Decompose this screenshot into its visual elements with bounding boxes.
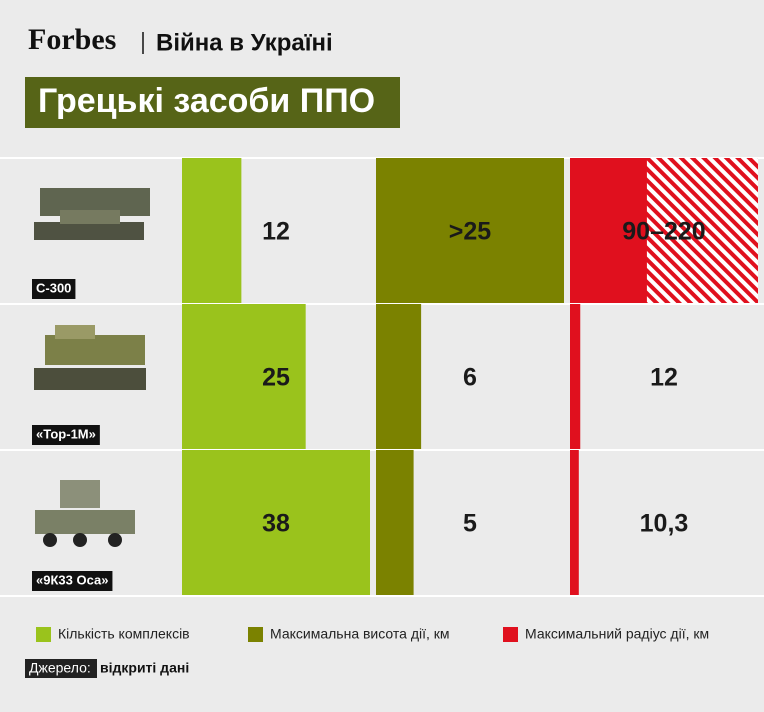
category-label-box [32, 279, 76, 299]
category-label: «9К33 Оса» [36, 572, 108, 587]
legend-label: Максимальна висота дії, км [270, 626, 450, 642]
bar [182, 450, 370, 596]
bar [376, 304, 422, 450]
brand: Forbes [28, 23, 116, 56]
category-label: «Тор-1М» [36, 426, 96, 441]
value-label: 12 [262, 218, 290, 246]
category-label-box [32, 571, 113, 591]
vehicle-image [34, 325, 146, 390]
value-label: >25 [449, 218, 492, 246]
bar [376, 450, 414, 596]
category-label: С-300 [36, 280, 71, 295]
bar [182, 158, 242, 304]
title-box [25, 77, 400, 128]
source-text: відкриті дані [100, 660, 189, 676]
legend-swatch [503, 627, 518, 642]
vehicle-image [35, 480, 135, 547]
category-label-box [32, 425, 100, 445]
section: Війна в Україні [156, 29, 333, 56]
value-label: 6 [463, 364, 477, 392]
value-label: 5 [463, 510, 477, 538]
value-label: 90–220 [622, 218, 705, 246]
bar [570, 158, 647, 304]
legend-label: Кількість комплексів [58, 626, 190, 642]
bar [570, 450, 579, 596]
chart-title: Грецькі засоби ППО [38, 82, 375, 120]
bar [570, 304, 581, 450]
bar [376, 158, 564, 304]
legend-swatch [36, 627, 51, 642]
legend-swatch [248, 627, 263, 642]
value-label: 12 [650, 364, 678, 392]
source-label: Джерело: [29, 660, 91, 676]
bar [182, 304, 306, 450]
value-label: 10,3 [640, 510, 689, 538]
value-label: 38 [262, 510, 290, 538]
legend-label: Максимальний радіус дії, км [525, 626, 709, 642]
vehicle-image [34, 188, 150, 240]
source-label-box [25, 659, 97, 678]
value-label: 25 [262, 364, 290, 392]
